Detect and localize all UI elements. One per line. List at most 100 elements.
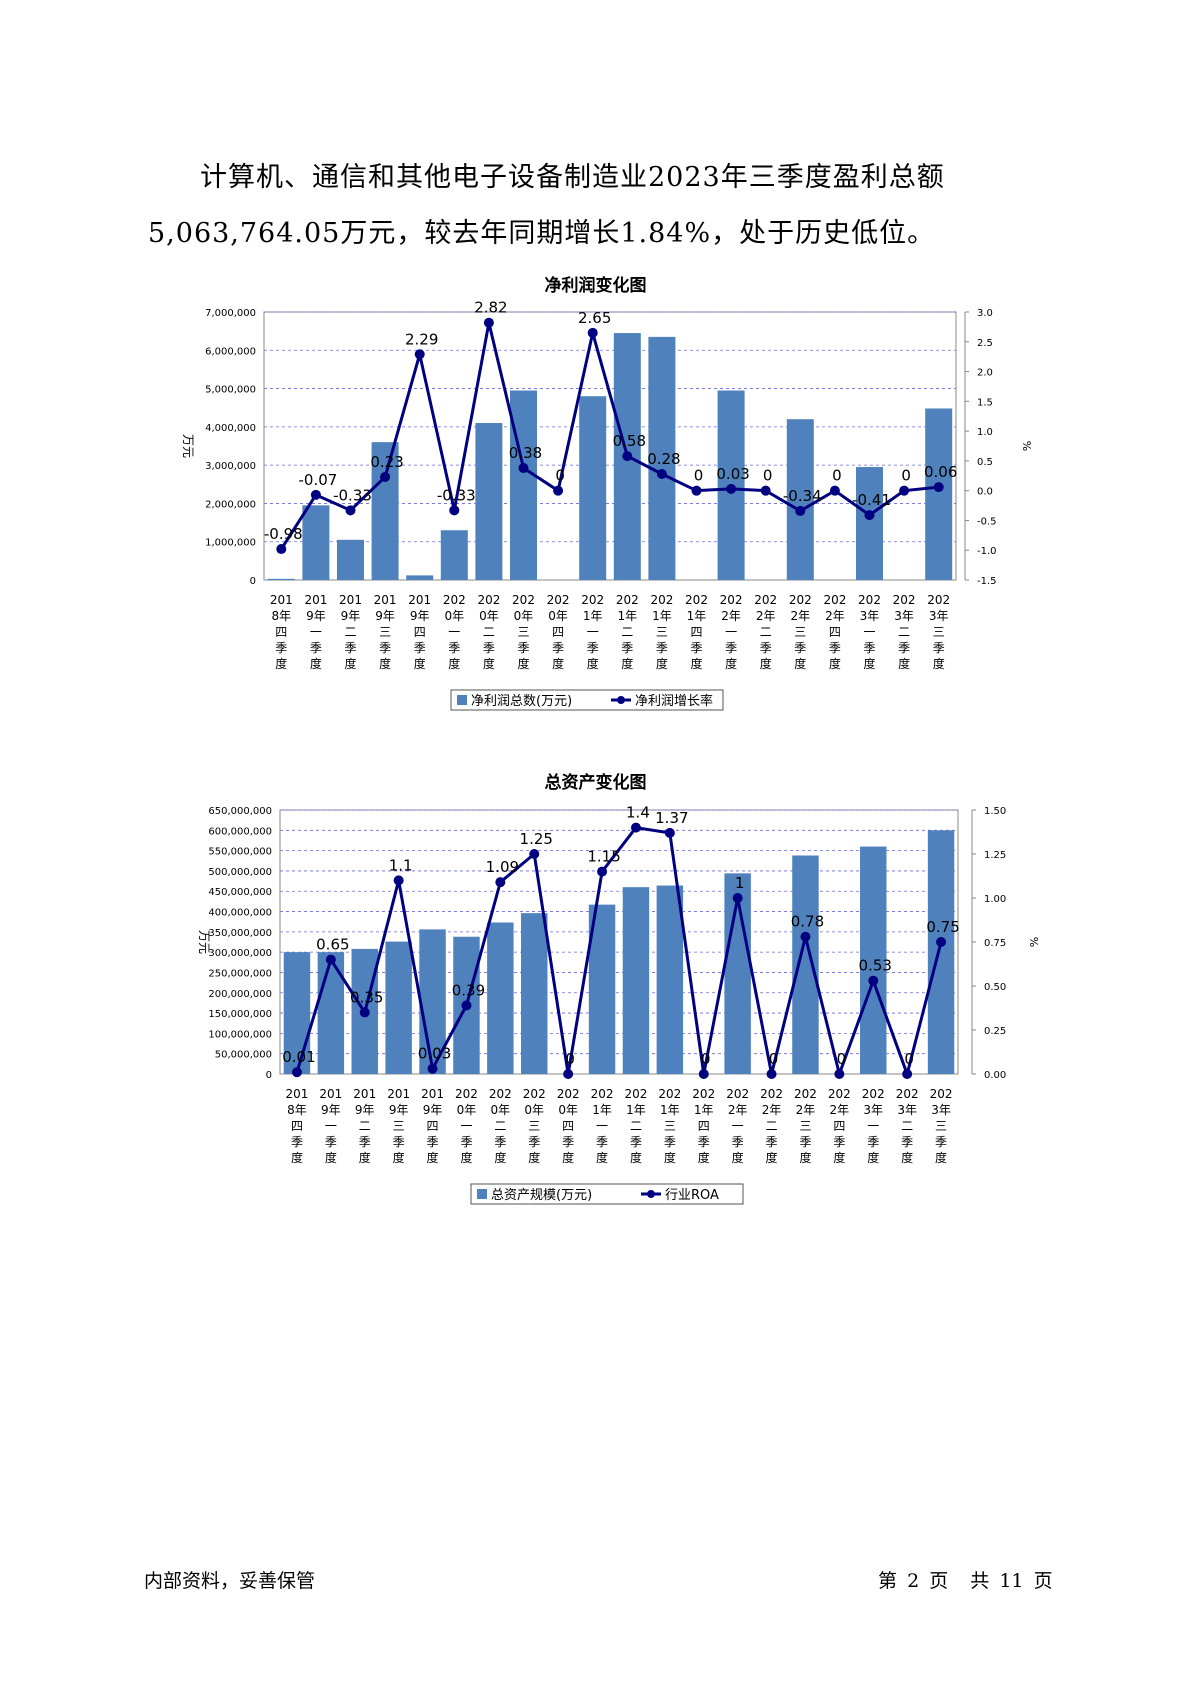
x-tick-label: 202 1年一季度 (591, 1087, 614, 1165)
data-label: -0.98 (264, 525, 303, 543)
line-point (630, 822, 641, 833)
y2-tick-label: 1.0 (977, 427, 993, 438)
total-suffix: 页 (1033, 1570, 1053, 1592)
data-label: 0.38 (509, 444, 542, 462)
y2-tick-label: 3.0 (977, 308, 993, 319)
x-tick-label: 201 8年四季度 (270, 593, 293, 671)
bar (510, 390, 537, 580)
bar (927, 830, 955, 1074)
legend-line-label: 行业ROA (665, 1188, 719, 1203)
y-tick-label: 600,000,000 (208, 826, 272, 837)
plot-area (263, 311, 957, 581)
line-point (829, 485, 840, 496)
bar (786, 419, 814, 580)
data-label: 0.65 (316, 936, 349, 954)
x-tick-label: 202 1年一季度 (581, 593, 604, 671)
line-point (393, 875, 404, 886)
bar (302, 505, 330, 580)
x-tick-label: 202 3年二季度 (896, 1087, 919, 1165)
x-tick-label: 201 9年三季度 (374, 593, 397, 671)
line-point (553, 485, 564, 496)
data-label: 0.58 (613, 432, 646, 450)
line-point (933, 482, 944, 493)
y2-tick-label: 1.50 (984, 806, 1006, 817)
line-point (726, 483, 737, 494)
bar (925, 408, 953, 580)
bar (521, 913, 548, 1074)
x-tick-label: 202 2年四季度 (823, 593, 846, 671)
x-tick-label: 202 3年一季度 (858, 593, 881, 671)
data-label: -0.33 (437, 486, 476, 504)
line-point (461, 1000, 472, 1011)
data-label: 0 (904, 1050, 914, 1068)
x-tick-label: 202 2年一季度 (720, 593, 743, 671)
line-point (276, 544, 287, 555)
line-point (345, 505, 356, 516)
legend: 净利润总数(万元) 净利润增长率 (450, 689, 724, 711)
bar (579, 396, 607, 580)
y-tick-label: 250,000,000 (208, 968, 272, 979)
line-point (495, 877, 506, 888)
line-point (656, 468, 667, 479)
data-label: 1.15 (587, 848, 620, 866)
data-label: 1 (735, 874, 745, 892)
x-tick-label: 202 3年二季度 (893, 593, 916, 671)
y-tick-label: 50,000,000 (215, 1050, 272, 1061)
x-tick-label: 201 9年二季度 (353, 1087, 376, 1165)
x-tick-label: 202 2年三季度 (789, 593, 812, 671)
line-point (795, 505, 806, 516)
series-line (295, 825, 943, 1080)
footer-confidential: 内部资料，妥善保管 (144, 1570, 316, 1592)
line-point (449, 505, 460, 516)
data-label: 0.06 (924, 463, 957, 481)
x-tick-label: 202 1年三季度 (658, 1087, 681, 1165)
line-point (691, 485, 702, 496)
y2-tick-label: 0.75 (984, 938, 1006, 949)
data-label: 0 (837, 1050, 847, 1068)
total-assets-chart: 0 50,000,000 100,000,000 150,000,000 200,000… (197, 804, 1040, 1205)
line-point (766, 1069, 777, 1079)
bar (371, 442, 399, 580)
x-tick-label: 201 9年一季度 (304, 593, 327, 671)
data-label: 1.4 (626, 804, 650, 822)
data-label: 1.37 (655, 809, 688, 827)
line-point (864, 510, 875, 521)
total-prefix: 共 (970, 1570, 990, 1592)
bar (622, 887, 650, 1074)
x-tick-label: 202 2年四季度 (828, 1087, 851, 1165)
data-label: 0 (769, 1050, 779, 1068)
x-tick-label: 202 2年二季度 (754, 593, 777, 671)
page-prefix: 第 (878, 1570, 898, 1592)
data-label: -0.41 (852, 491, 891, 509)
line-point (414, 349, 425, 360)
x-tick-label: 201 9年一季度 (319, 1087, 342, 1165)
line-point (664, 827, 675, 838)
y-tick-label: 150,000,000 (208, 1009, 272, 1020)
data-label: 1.09 (486, 858, 519, 876)
data-label: 2.82 (474, 300, 507, 317)
data-label: 0.28 (647, 450, 680, 468)
y-tick-label: 5,000,000 (205, 385, 256, 396)
y2-tick-label: 1.25 (984, 850, 1006, 861)
summary-line-2: 5,063,764.05万元，较去年同期增长1.84%，处于历史低位。 (148, 218, 936, 249)
legend-line-label: 净利润增长率 (635, 693, 713, 709)
y2-tick-label: -0.5 (977, 516, 997, 527)
y2-tick-label: 2.0 (977, 368, 993, 379)
line-point (587, 327, 598, 338)
line-point (800, 931, 811, 942)
data-label: 0.03 (418, 1045, 451, 1063)
data-label: -0.07 (298, 471, 337, 489)
x-tick-label: 202 0年二季度 (489, 1087, 512, 1165)
bar (487, 922, 514, 1074)
y2-tick-label: 0.50 (984, 982, 1006, 993)
y2-tick-label: -1.0 (977, 546, 997, 557)
y2-tick-label: 0.00 (984, 1070, 1006, 1081)
data-label: 1.1 (389, 856, 413, 874)
data-label: 0 (763, 467, 773, 485)
x-tick-label: 202 0年四季度 (547, 593, 570, 671)
x-tick-label: 202 3年三季度 (930, 1087, 953, 1165)
y-tick-label: 3,000,000 (205, 461, 256, 472)
y2-tick-label: 0.5 (977, 457, 993, 468)
x-tick-label: 202 1年四季度 (692, 1087, 715, 1165)
page-suffix: 页 (929, 1570, 949, 1592)
